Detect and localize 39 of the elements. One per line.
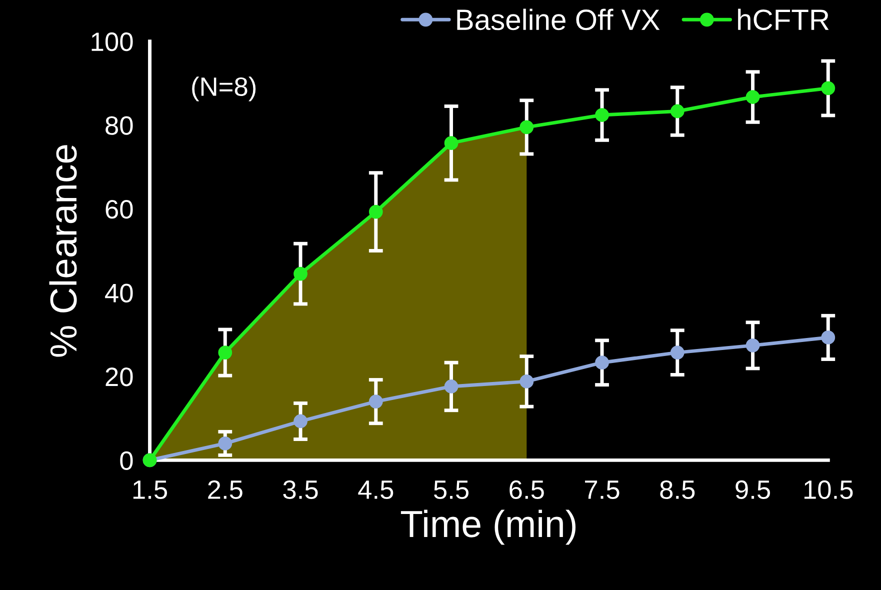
point	[218, 346, 232, 360]
point	[368, 394, 383, 408]
x-tick-label: 5.5	[434, 480, 469, 500]
y-axis-title: % Clearance	[49, 145, 77, 357]
point	[595, 108, 609, 122]
point	[444, 380, 458, 394]
x-tick-label: 6.5	[510, 480, 544, 500]
x-tick-label: 10.5	[804, 480, 853, 500]
point	[821, 81, 836, 96]
y-tick-label: 20	[106, 368, 133, 386]
point	[218, 436, 232, 450]
point	[746, 90, 760, 104]
point	[520, 120, 534, 134]
y-tick-label: 80	[106, 116, 133, 135]
x-axis-title: Time (min)	[400, 510, 576, 545]
legend-label: hCFTR	[738, 8, 829, 30]
point	[294, 414, 308, 428]
point	[294, 266, 308, 281]
y-tick-label: 100	[92, 32, 133, 52]
y-tick-label: 40	[105, 284, 133, 302]
point	[368, 204, 383, 219]
y-tick-label: 0	[120, 451, 133, 470]
point	[520, 374, 534, 388]
y-tick-label: 60	[106, 200, 133, 219]
x-tick-label: 1.5	[133, 480, 168, 500]
point	[746, 338, 760, 352]
x-tick-label: 9.5	[736, 480, 770, 500]
point	[444, 136, 458, 150]
point	[670, 104, 684, 118]
x-tick-label: 3.5	[283, 480, 318, 500]
point	[821, 330, 836, 344]
x-tick-label: 4.5	[358, 480, 394, 500]
x-tick-label: 8.5	[660, 480, 695, 500]
x-tick-label: 2.5	[208, 480, 242, 500]
point	[670, 346, 684, 360]
point	[595, 356, 609, 370]
annotation: (N=8)	[192, 76, 256, 102]
legend-label: Baseline Off VX	[457, 8, 660, 30]
x-tick-label: 7.5	[585, 480, 620, 500]
